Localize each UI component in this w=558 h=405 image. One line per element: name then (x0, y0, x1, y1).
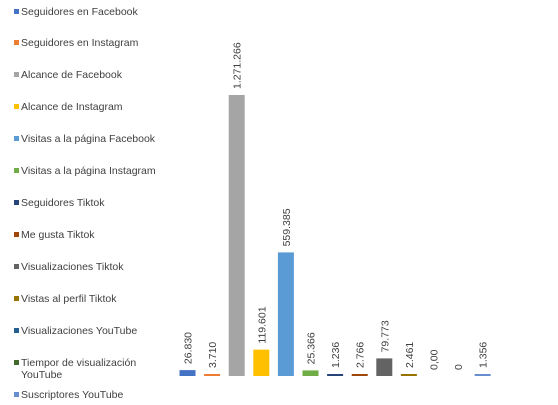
bar (179, 370, 196, 376)
legend-swatch (14, 328, 19, 333)
legend-swatch (14, 232, 19, 237)
bar (376, 358, 393, 376)
bar-value-label: 2.461 (404, 342, 416, 368)
legend-label: Visitas a la página Facebook (21, 133, 156, 145)
legend-swatch (14, 168, 19, 173)
legend-swatch (14, 264, 19, 269)
legend-swatch (14, 72, 19, 77)
legend-label: Vistas al perfil Tiktok (21, 293, 117, 305)
bar (474, 374, 491, 376)
legend-label: Tiempor de visualización YouTube (21, 357, 137, 381)
bar-value-label: 2.766 (355, 342, 367, 368)
legend-item: Alcance de Facebook (14, 69, 122, 81)
legend-label: Seguidores en Instagram (21, 37, 139, 49)
legend-swatch (14, 104, 19, 109)
bar-value-label: 25.366 (306, 332, 318, 364)
legend-swatch (14, 9, 19, 14)
legend-label: Visualizaciones Tiktok (21, 261, 124, 273)
legend-item: Tiempor de visualización YouTube (14, 357, 175, 381)
legend-label: Suscriptores YouTube (21, 389, 124, 401)
bar (400, 374, 417, 376)
legend-label: Visitas a la página Instagram (21, 165, 156, 177)
legend-item: Me gusta Tiktok (14, 229, 95, 241)
bar (351, 374, 368, 376)
legend-item: Alcance de Instagram (14, 101, 123, 113)
legend-swatch (14, 40, 19, 45)
bar-value-label: 79.773 (379, 320, 391, 352)
bar-value-label: 0,00 (429, 349, 441, 370)
chart-legend: Seguidores en Facebook Seguidores en Inst… (0, 0, 175, 405)
legend-item: Visitas a la página Instagram (14, 165, 156, 177)
legend-item: Vistas al perfil Tiktok (14, 293, 117, 305)
legend-label: Seguidores en Facebook (21, 6, 138, 18)
legend-item: Visualizaciones YouTube (14, 325, 137, 337)
bar (228, 95, 245, 376)
legend-swatch (14, 360, 19, 365)
bar (204, 374, 221, 376)
legend-swatch (14, 136, 19, 141)
bar-value-label: 26.830 (183, 332, 195, 364)
bar-value-label: 119.601 (256, 306, 268, 343)
legend-swatch (14, 392, 19, 397)
legend-swatch (14, 296, 19, 301)
bar-value-label: 1.271.266 (232, 42, 244, 89)
legend-swatch (14, 200, 19, 205)
legend-label: Me gusta Tiktok (21, 229, 95, 241)
bar-value-label: 3.710 (207, 342, 219, 368)
legend-item: Suscriptores YouTube (14, 389, 123, 401)
legend-label: Seguidores Tiktok (21, 197, 105, 209)
legend-item: Visualizaciones Tiktok (14, 261, 124, 273)
bar (277, 252, 294, 376)
legend-item: Seguidores en Facebook (14, 6, 138, 18)
bar (302, 370, 319, 376)
legend-label: Alcance de Facebook (21, 69, 122, 81)
legend-item: Seguidores en Instagram (14, 37, 138, 49)
bar (253, 349, 270, 376)
bar-value-label: 1.356 (478, 342, 490, 368)
bar (327, 374, 344, 376)
legend-label: Visualizaciones YouTube (21, 325, 138, 337)
bar-value-label: 559.385 (281, 208, 293, 246)
bar-value-label: 0 (453, 364, 465, 370)
legend-item: Visitas a la página Facebook (14, 133, 155, 145)
legend-label: Alcance de Instagram (21, 101, 123, 113)
legend-item: Seguidores Tiktok (14, 197, 104, 209)
bar-value-label: 1.236 (330, 342, 342, 368)
